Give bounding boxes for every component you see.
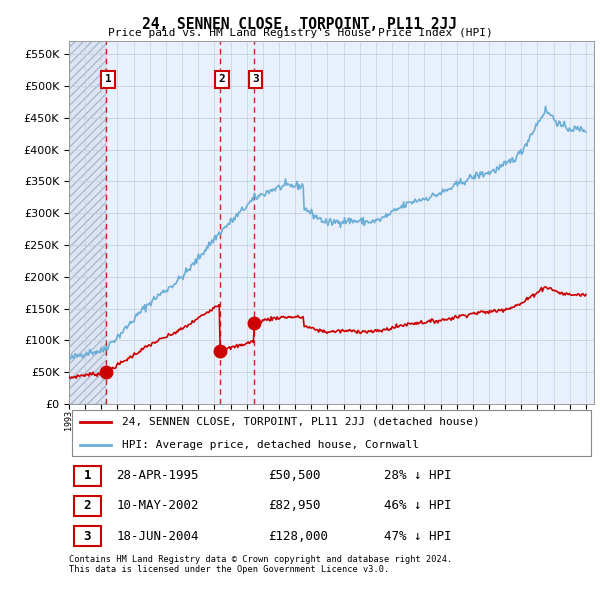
Text: £82,950: £82,950 bbox=[269, 499, 321, 513]
FancyBboxPatch shape bbox=[74, 526, 101, 546]
Text: 18-JUN-2004: 18-JUN-2004 bbox=[116, 530, 199, 543]
Text: 2: 2 bbox=[218, 74, 225, 84]
Text: 3: 3 bbox=[253, 74, 259, 84]
Text: 24, SENNEN CLOSE, TORPOINT, PL11 2JJ (detached house): 24, SENNEN CLOSE, TORPOINT, PL11 2JJ (de… bbox=[121, 417, 479, 427]
Text: HPI: Average price, detached house, Cornwall: HPI: Average price, detached house, Corn… bbox=[121, 440, 419, 450]
FancyBboxPatch shape bbox=[74, 496, 101, 516]
Text: Price paid vs. HM Land Registry's House Price Index (HPI): Price paid vs. HM Land Registry's House … bbox=[107, 28, 493, 38]
Text: 3: 3 bbox=[83, 530, 91, 543]
Text: 46% ↓ HPI: 46% ↓ HPI bbox=[384, 499, 452, 513]
Text: 10-MAY-2002: 10-MAY-2002 bbox=[116, 499, 199, 513]
Text: 24, SENNEN CLOSE, TORPOINT, PL11 2JJ: 24, SENNEN CLOSE, TORPOINT, PL11 2JJ bbox=[143, 17, 458, 31]
Text: 28-APR-1995: 28-APR-1995 bbox=[116, 469, 199, 482]
Text: 2: 2 bbox=[83, 499, 91, 513]
Text: £128,000: £128,000 bbox=[269, 530, 329, 543]
Text: £50,500: £50,500 bbox=[269, 469, 321, 482]
Text: Contains HM Land Registry data © Crown copyright and database right 2024.: Contains HM Land Registry data © Crown c… bbox=[69, 555, 452, 563]
Bar bbox=[69, 41, 106, 404]
Text: 1: 1 bbox=[83, 469, 91, 482]
FancyBboxPatch shape bbox=[71, 410, 592, 456]
Text: 47% ↓ HPI: 47% ↓ HPI bbox=[384, 530, 452, 543]
FancyBboxPatch shape bbox=[74, 466, 101, 486]
Text: 1: 1 bbox=[105, 74, 112, 84]
Text: This data is licensed under the Open Government Licence v3.0.: This data is licensed under the Open Gov… bbox=[69, 565, 389, 574]
Text: 28% ↓ HPI: 28% ↓ HPI bbox=[384, 469, 452, 482]
